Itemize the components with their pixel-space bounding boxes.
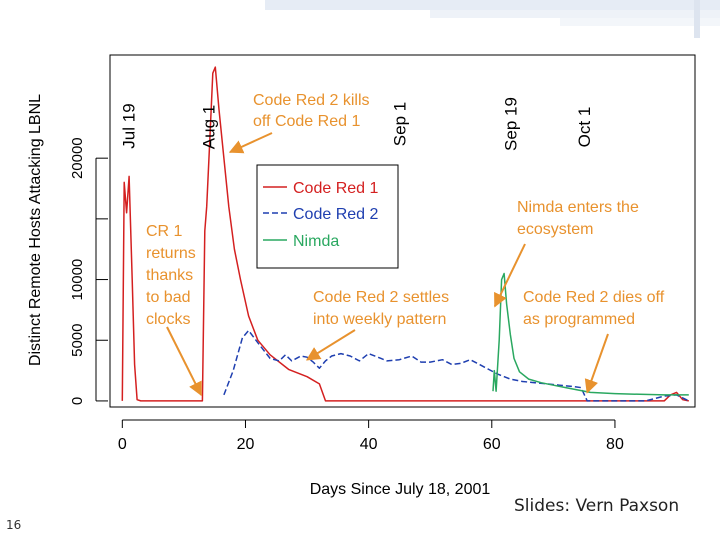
date-markers: Jul 19 Aug 1 Sep 1 Sep 19 Oct 1 — [120, 97, 595, 151]
x-tick-label-80: 80 — [606, 436, 624, 453]
annotation-code-red-2-kills-line: off Code Red 1 — [253, 113, 360, 130]
legend-box — [256, 164, 399, 269]
series-layer — [121, 66, 690, 402]
y-tick-label-0: 0 — [69, 397, 86, 405]
x-axis: 0 20 40 60 80 — [118, 419, 624, 453]
annotation-nimda-enters-the: Nimda enters the ecosystem — [517, 199, 639, 238]
annotation-code-red-2-kills-arrow — [228, 132, 273, 154]
annotation-cr-1: CR 1 returns thanks to bad clocks — [146, 223, 196, 328]
annotation-cr-1-arrow — [166, 326, 202, 397]
legend-label-code-red-1: Code Red 1 — [293, 180, 378, 197]
y-tick-label-10000: 10000 — [69, 259, 86, 301]
y-axis: 0 5000 10000 20000 — [69, 137, 108, 405]
x-tick-label-60: 60 — [483, 436, 501, 453]
y-axis-title: Distinct Remote Hosts Attacking LBNL — [27, 94, 44, 366]
annotation-cr-1-line: thanks — [146, 267, 193, 284]
x-tick-label-0: 0 — [118, 436, 127, 453]
x-tick-label-40: 40 — [360, 436, 378, 453]
slide-credit: Slides: Vern Paxson — [514, 496, 680, 516]
annotation-nimda-enters-the-line: Nimda enters the — [517, 199, 639, 216]
annotation-nimda-enters-the-line: ecosystem — [517, 221, 593, 238]
annotation-code-red-2-dies-off-line: as programmed — [523, 311, 635, 328]
y-tick-label-20000: 20000 — [69, 137, 86, 179]
annotation-code-red-2-dies-off: Code Red 2 dies off as programmed — [523, 289, 665, 328]
annotation-code-red-2-settles: Code Red 2 settles into weekly pattern — [313, 289, 449, 328]
legend-label-code-red-2: Code Red 2 — [293, 206, 378, 223]
annotation-code-red-2-dies-off-line: Code Red 2 dies off — [523, 289, 665, 306]
y-tick-label-5000: 5000 — [69, 324, 86, 357]
annotation-code-red-2-kills-line: Code Red 2 kills — [253, 92, 370, 109]
series-line-code-red-2 — [223, 329, 690, 402]
date-marker-aug-1: Aug 1 — [200, 105, 219, 149]
annotation-code-red-2-kills: Code Red 2 kills off Code Red 1 — [253, 92, 370, 130]
plot-frame — [109, 54, 696, 408]
x-axis-title: Days Since July 18, 2001 — [310, 481, 491, 498]
annotation-code-red-2-settles-line: Code Red 2 settles — [313, 289, 449, 306]
annotation-code-red-2-settles-line: into weekly pattern — [313, 311, 446, 328]
annotation-code-red-2-settles-arrow — [305, 329, 356, 361]
series-line-code-red-1 — [121, 66, 689, 402]
annotation-cr-1-line: CR 1 — [146, 223, 183, 240]
annotation-cr-1-line: to bad — [146, 289, 190, 306]
x-tick-label-20: 20 — [237, 436, 255, 453]
legend: Code Red 1 Code Red 2 Nimda — [256, 164, 399, 269]
annotation-cr-1-line: returns — [146, 245, 196, 262]
date-marker-oct-1: Oct 1 — [575, 107, 594, 148]
date-marker-jul-19: Jul 19 — [120, 103, 139, 148]
annotation-cr-1-line: clocks — [146, 311, 190, 328]
annotation-code-red-2-dies-off-arrow — [584, 333, 609, 394]
legend-label-nimda: Nimda — [293, 233, 339, 250]
date-marker-sep-19: Sep 19 — [501, 97, 520, 151]
annotations: Code Red 2 kills off Code Red 1 CR 1 return… — [146, 92, 665, 397]
slide-number: 16 — [6, 518, 22, 532]
slide-header-decoration — [265, 0, 720, 38]
date-marker-sep-1: Sep 1 — [390, 102, 409, 146]
series-line-nimda — [492, 272, 689, 396]
annotation-nimda-enters-the-arrow — [493, 243, 526, 308]
